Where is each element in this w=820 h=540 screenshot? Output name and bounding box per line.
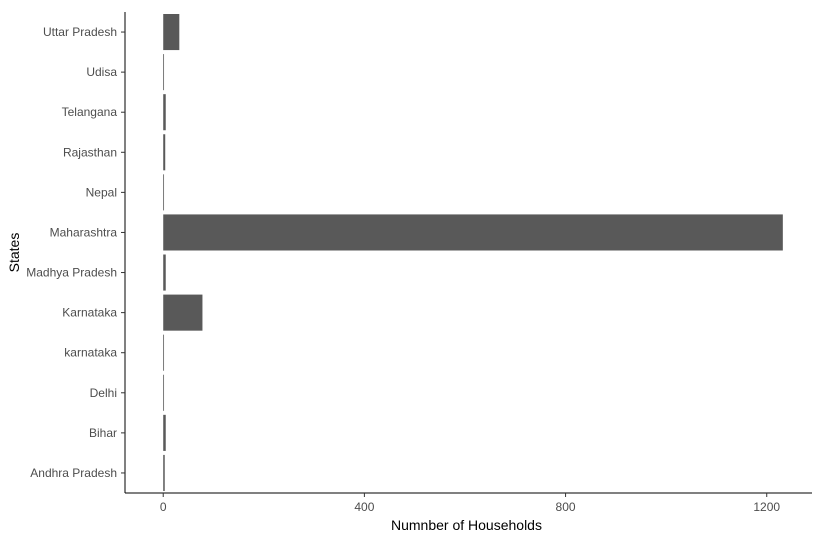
y-tick-label: karnataka (64, 346, 117, 360)
y-axis-title: States (6, 233, 22, 273)
bar-telangana (163, 94, 166, 131)
x-tick-label: 800 (556, 500, 576, 514)
y-tick-label: Uttar Pradesh (43, 25, 117, 39)
y-axis-ticks: Andhra Pradesh Bihar Delhi karnataka Karnata… (26, 25, 125, 480)
bar-maharashtra (163, 214, 783, 251)
y-tick-label: Nepal (86, 185, 117, 199)
bar-uttar-pradesh (163, 14, 180, 51)
bar-karnataka (163, 294, 203, 331)
x-tick-label: 400 (354, 500, 374, 514)
bar-andhra-pradesh (163, 454, 165, 491)
bars-layer (163, 14, 783, 491)
bar-udisa (163, 54, 165, 91)
bar-rajasthan (163, 134, 166, 171)
x-tick-label: 0 (160, 500, 167, 514)
bar-madhya-pradesh (163, 254, 166, 291)
x-axis-title: Numnber of Households (391, 517, 542, 533)
y-tick-label: Delhi (90, 386, 117, 400)
bar-karnataka (163, 334, 165, 371)
y-tick-label: Telangana (62, 105, 118, 119)
y-tick-label: Udisa (86, 65, 117, 79)
y-tick-label: Bihar (89, 426, 117, 440)
y-tick-label: Andhra Pradesh (30, 466, 117, 480)
y-tick-label: Maharashtra (50, 225, 118, 239)
x-tick-label: 1200 (753, 500, 780, 514)
bar-bihar (163, 414, 166, 451)
y-tick-label: Madhya Pradesh (26, 266, 117, 280)
y-tick-label: Rajasthan (63, 145, 117, 159)
bar-nepal (163, 174, 165, 211)
x-axis-ticks: 0 400 800 1200 (160, 493, 780, 514)
bar-delhi (163, 374, 165, 411)
y-tick-label: Karnataka (62, 306, 117, 320)
